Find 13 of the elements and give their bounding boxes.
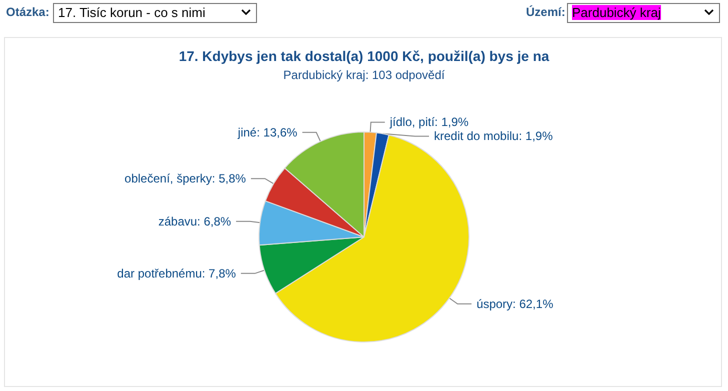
text: Území: bbox=[526, 5, 566, 19]
text: Pardubický kraj bbox=[572, 5, 661, 20]
slice-label: zábavu: 6,8% bbox=[158, 214, 232, 228]
slice-label: jídlo, pití: 1,9% bbox=[388, 115, 469, 130]
text: Otázka: bbox=[6, 5, 50, 19]
slice-label: oblečení, šperky: 5,8% bbox=[124, 172, 246, 186]
chart-title: 17. Kdybys jen tak dostal(a) 1000 Kč, použil(a) bys je na bbox=[178, 48, 550, 64]
chart-subtitle: Pardubický kraj: 103 odpovědí bbox=[283, 68, 446, 82]
slice-label: úspory: 62,1% bbox=[476, 296, 554, 311]
slice-label: jiné: 13,6% bbox=[236, 125, 298, 140]
slice-label: dar potřebnému: 7,8% bbox=[117, 266, 236, 280]
slice-label: kredit do mobilu: 1,9% bbox=[434, 129, 554, 144]
text: 17. Tisíc korun - co s nimi bbox=[58, 5, 206, 20]
